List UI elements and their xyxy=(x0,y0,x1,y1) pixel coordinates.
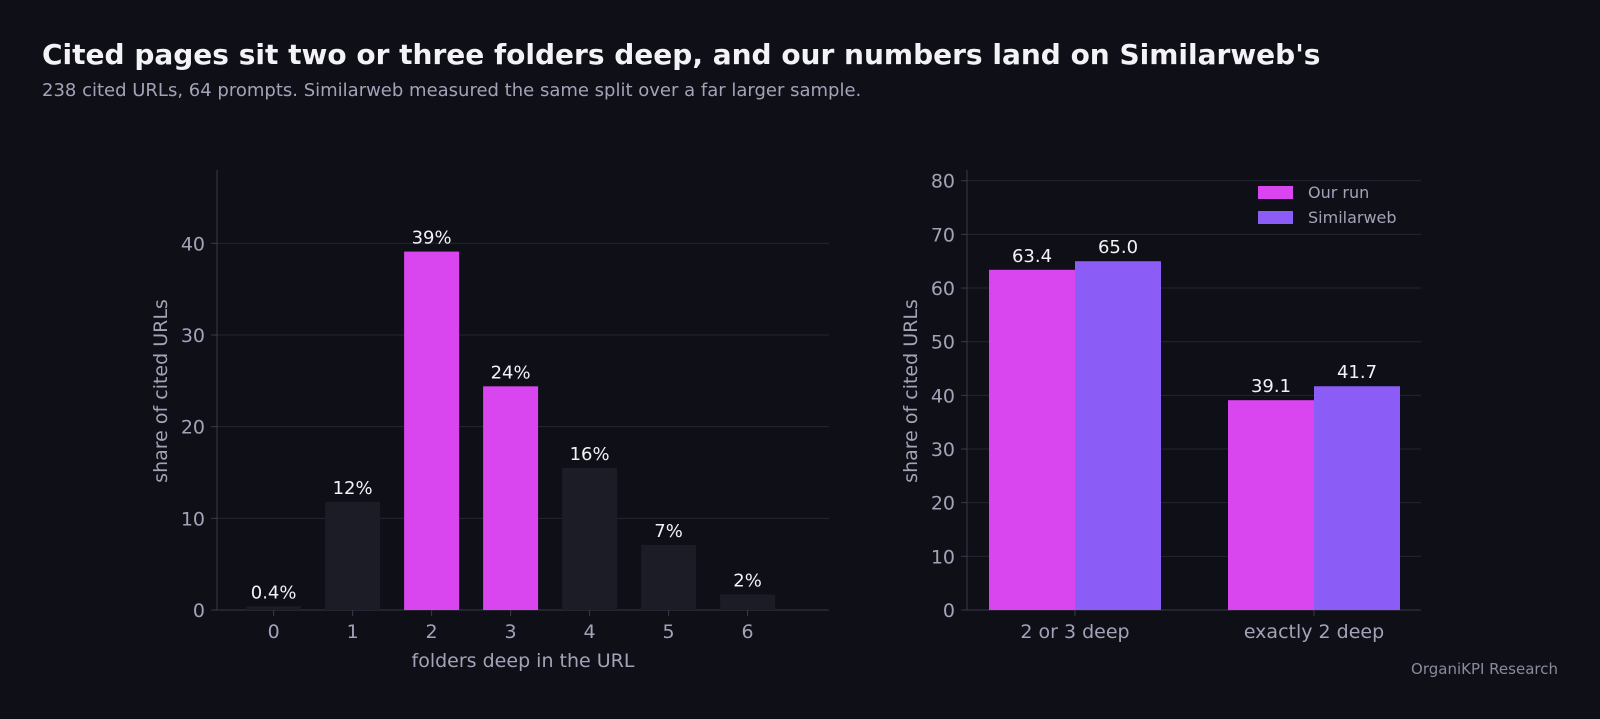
data-label: 7% xyxy=(654,521,683,542)
x-tick-label: 1 xyxy=(347,621,359,643)
bar xyxy=(720,594,776,610)
data-label: 39.1 xyxy=(1251,376,1291,397)
bar xyxy=(246,606,302,610)
legend-swatch xyxy=(1258,186,1293,199)
y-tick-label: 10 xyxy=(181,508,205,530)
y-tick-label: 0 xyxy=(193,600,205,622)
data-label: 12% xyxy=(333,478,373,499)
bar xyxy=(1228,400,1314,610)
bar xyxy=(562,467,618,610)
x-tick-label: 5 xyxy=(663,621,675,643)
y-tick-label: 60 xyxy=(931,278,955,300)
y-tick-label: 30 xyxy=(181,325,205,347)
y-tick-label: 20 xyxy=(931,493,955,515)
page-title: Cited pages sit two or three folders dee… xyxy=(42,38,1321,71)
data-label: 39% xyxy=(412,228,452,249)
bar xyxy=(404,251,460,611)
y-axis-title: share of cited URLs xyxy=(150,299,172,483)
bar xyxy=(641,544,697,610)
bar xyxy=(989,269,1075,610)
bar xyxy=(325,501,381,610)
legend-label: Our run xyxy=(1308,183,1369,202)
legend-swatch xyxy=(1258,211,1293,224)
data-label: 0.4% xyxy=(251,582,297,603)
y-tick-label: 10 xyxy=(931,546,955,568)
data-label: 24% xyxy=(491,362,531,383)
bar xyxy=(483,386,539,610)
y-tick-label: 0 xyxy=(943,600,955,622)
x-tick-label: 3 xyxy=(505,621,517,643)
x-tick-label: 6 xyxy=(742,621,754,643)
data-label: 65.0 xyxy=(1098,237,1138,258)
legend-label: Similarweb xyxy=(1308,208,1397,227)
bar xyxy=(1314,386,1400,610)
page-subtitle: 238 cited URLs, 64 prompts. Similarweb m… xyxy=(42,80,862,101)
y-axis-title: share of cited URLs xyxy=(900,299,922,483)
x-axis-title: folders deep in the URL xyxy=(412,650,635,672)
y-tick-label: 70 xyxy=(931,224,955,246)
y-tick-label: 40 xyxy=(931,385,955,407)
y-tick-label: 30 xyxy=(931,439,955,461)
bar xyxy=(1075,261,1161,610)
source-credit: OrganiKPI Research xyxy=(1411,660,1558,678)
data-label: 16% xyxy=(570,444,610,465)
x-tick-label: 0 xyxy=(268,621,280,643)
x-tick-label: 4 xyxy=(584,621,596,643)
y-tick-label: 20 xyxy=(181,417,205,439)
x-tick-label: 2 xyxy=(426,621,438,643)
data-label: 2% xyxy=(733,570,762,591)
y-tick-label: 40 xyxy=(181,233,205,255)
y-tick-label: 50 xyxy=(931,332,955,354)
x-tick-label: exactly 2 deep xyxy=(1244,621,1384,643)
x-tick-label: 2 or 3 deep xyxy=(1020,621,1129,643)
y-tick-label: 80 xyxy=(931,171,955,193)
data-label: 63.4 xyxy=(1012,246,1052,267)
data-label: 41.7 xyxy=(1337,362,1377,383)
